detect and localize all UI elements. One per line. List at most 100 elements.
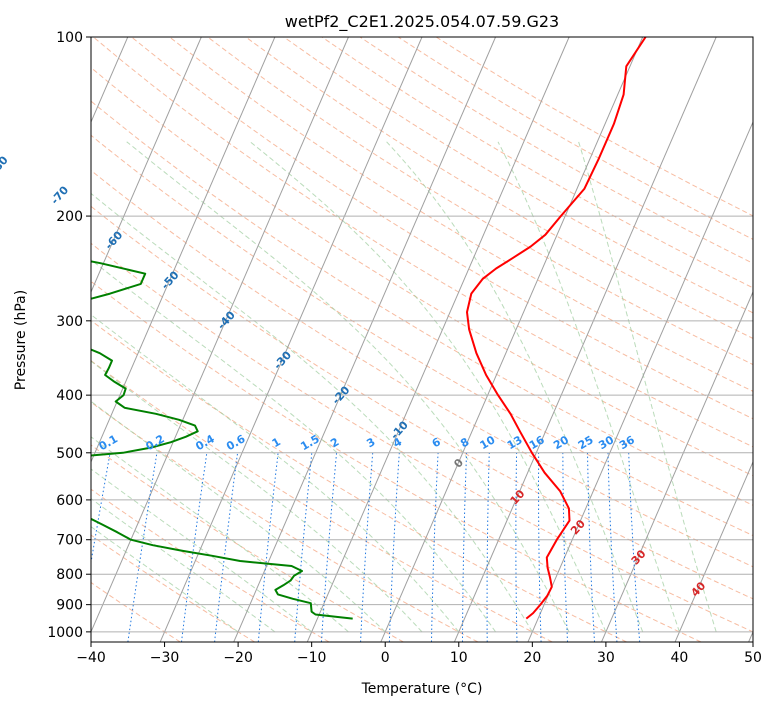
moist-adiabat-line (386, 141, 644, 633)
moist-adiabat-line (91, 526, 239, 633)
isotherm-line (306, 37, 570, 642)
y-tick-label: 900 (56, 598, 83, 614)
y-tick-label: 200 (56, 209, 83, 225)
moist-adiabat-line (91, 314, 460, 633)
dry-adiabat-line (91, 534, 255, 642)
dry-adiabat-line (397, 37, 753, 240)
isotherm-line (380, 37, 644, 642)
x-tick-label: 20 (523, 650, 541, 666)
dry-adiabat-line (435, 37, 753, 217)
mixing-ratio-label: 0.1 (97, 432, 120, 453)
y-tick-label: 500 (56, 446, 83, 462)
dry-adiabat-line (91, 100, 753, 506)
moist-adiabat-line (91, 468, 313, 633)
x-axis-label: Temperature (°C) (361, 681, 483, 697)
mixing-ratio-line (515, 452, 518, 642)
dry-adiabat-line (91, 169, 753, 568)
mixing-ratio-label: 20 (551, 433, 571, 452)
moist-adiabat-line (91, 259, 497, 633)
plot-frame (90, 36, 754, 643)
isotherm-label: 10 (508, 487, 528, 507)
isotherm-line (233, 37, 497, 642)
mixing-ratio-line (181, 452, 208, 642)
dry-adiabat-line (91, 280, 702, 642)
moist-adiabat-line (497, 141, 680, 633)
y-tick-label: 600 (56, 493, 83, 509)
dry-adiabat-line (321, 37, 753, 289)
chart-title: wetPf2_C2E1.2025.054.07.59.G23 (285, 12, 559, 32)
isotherm-label: -30 (271, 348, 294, 372)
dry-adiabat-line (169, 37, 753, 392)
dry-adiabat-line (91, 319, 627, 642)
dry-adiabat-line (245, 37, 753, 339)
mixing-ratio-line (607, 452, 618, 642)
mixing-ratio-label: 25 (576, 433, 596, 452)
isotherm-line (91, 37, 349, 634)
isotherm-line (601, 290, 753, 642)
moist-adiabat-line (578, 141, 717, 633)
dry-adiabat-line (91, 205, 753, 600)
moist-adiabat-line (91, 400, 386, 633)
mixing-ratio-label: 10 (478, 433, 498, 452)
isotherm-label: -80 (0, 153, 11, 177)
dry-adiabat-line (91, 444, 404, 642)
mixing-ratio-line (388, 452, 400, 642)
x-tick-label: −10 (297, 650, 327, 666)
moist-adiabat-line (249, 141, 607, 633)
y-axis-label: Pressure (hPa) (13, 290, 29, 390)
dry-adiabat-line (207, 37, 753, 366)
mixing-ratio-line (462, 452, 468, 642)
dry-adiabat-line (91, 134, 753, 537)
mixing-ratio-line (587, 452, 595, 642)
dewpoint-profile-line (91, 260, 353, 620)
mixing-ratio-label: 6 (430, 435, 443, 450)
mixing-ratio-line (486, 452, 490, 642)
mixing-ratio-label: 2 (328, 435, 341, 450)
dry-adiabat-line (91, 488, 330, 642)
isotherm-label: -20 (330, 383, 353, 407)
x-tick-label: 0 (381, 650, 390, 666)
moist-adiabat-line (91, 498, 276, 633)
y-tick-label: 400 (56, 388, 83, 404)
mixing-ratio-label: 3 (364, 435, 377, 450)
y-tick-label: 800 (56, 567, 83, 583)
mixing-ratio-label: 36 (617, 433, 637, 452)
dry-adiabat-line (92, 37, 753, 448)
dry-adiabat-line (91, 360, 553, 642)
isotherm-line (91, 37, 276, 464)
isotherm-line (91, 37, 202, 294)
mixing-ratio-line (127, 452, 158, 642)
x-tick-label: 30 (597, 650, 615, 666)
isotherm-line (159, 37, 423, 642)
isotherm-label: 30 (629, 547, 649, 567)
mixing-ratio-label: 30 (596, 433, 616, 452)
y-tick-label: 1000 (47, 625, 83, 641)
x-tick-label: −40 (76, 650, 106, 666)
x-tick-label: −20 (223, 650, 253, 666)
mixing-ratio-line (562, 452, 568, 642)
mixing-ratio-label: 1 (270, 435, 283, 450)
moist-adiabat-line (91, 436, 349, 633)
dry-adiabat-line (91, 242, 753, 633)
y-tick-label: 700 (56, 533, 83, 549)
mixing-ratio-label: 1.5 (298, 432, 321, 453)
isotherm-label: -60 (102, 228, 125, 252)
dry-adiabat-line (91, 66, 753, 477)
x-tick-label: −30 (150, 650, 180, 666)
moist-adiabat-line (126, 141, 570, 633)
isotherm-label: 0 (451, 456, 466, 471)
mixing-ratio-label: 0.2 (143, 432, 166, 453)
mixing-ratio-label: 0.6 (224, 432, 248, 453)
mixing-ratio-line (91, 452, 111, 566)
isotherm-line (674, 460, 753, 642)
dry-adiabat-line (131, 37, 753, 420)
isotherm-line (453, 37, 717, 642)
temperature-profile-line (466, 37, 647, 620)
isotherm-label: 20 (568, 517, 588, 537)
x-tick-label: 50 (744, 650, 762, 666)
x-tick-label: 40 (671, 650, 689, 666)
mixing-ratio-line (538, 452, 542, 642)
isotherm-label: 40 (688, 579, 708, 599)
mixing-ratio-label: 4 (391, 435, 404, 450)
